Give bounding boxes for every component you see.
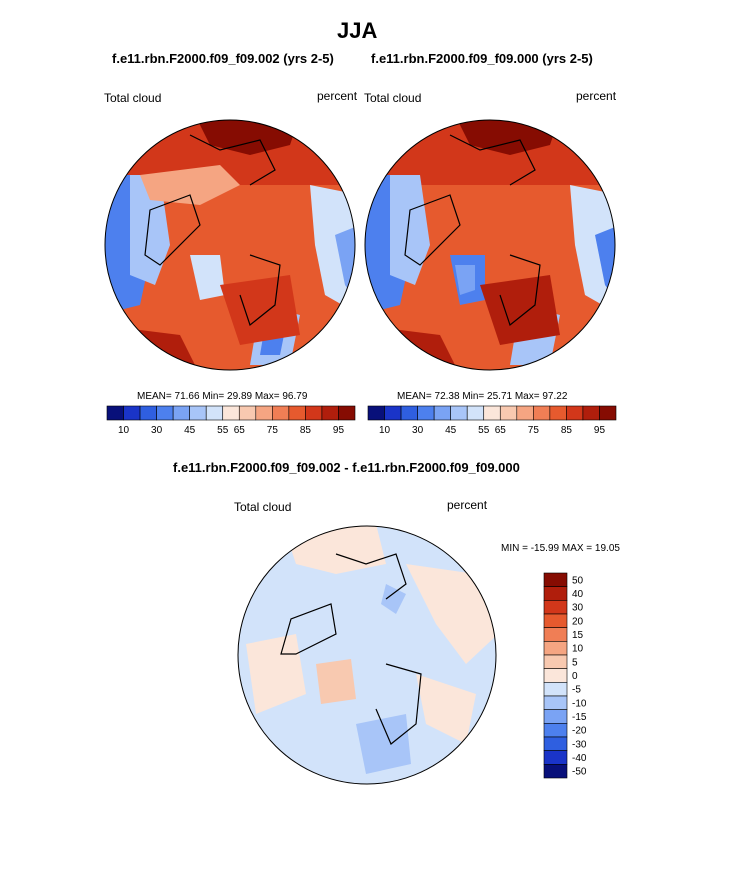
colorbar-panel-2-swatch	[533, 405, 551, 421]
colorbar-difference-tick-label: -40	[572, 753, 587, 764]
page-title: JJA	[337, 18, 378, 43]
colorbar-panel-2-swatch	[400, 405, 418, 421]
colorbar-difference-swatch	[543, 586, 568, 601]
panel-1-stats: MEAN= 71.66 Min= 29.89 Max= 96.79	[137, 391, 308, 402]
colorbar-difference-swatch	[543, 627, 568, 642]
colorbar-difference-tick-label: 50	[572, 575, 584, 586]
colorbar-difference-tick-label: 40	[572, 589, 584, 600]
colorbar-panel-1-swatch	[321, 405, 339, 421]
colorbar-difference-tick-label: 0	[572, 671, 578, 682]
colorbar-difference-swatch	[543, 668, 568, 683]
colorbar-panel-2: 10 30 45 55 65 75 85 95	[367, 405, 617, 436]
colorbar-panel-2-swatch	[384, 405, 402, 421]
colorbar-difference-tick-label: 30	[572, 603, 584, 614]
colorbar-panel-1-tick-label: 10	[118, 425, 130, 436]
colorbar-difference-swatch	[543, 764, 568, 779]
colorbar-panel-2-swatch	[466, 405, 485, 421]
colorbar-panel-1-tick-label: 45	[184, 425, 196, 436]
colorbar-panel-1-tick-label: 30	[151, 425, 163, 436]
colorbar-difference-swatch	[543, 600, 568, 615]
colorbar-panel-1-swatch	[189, 405, 207, 421]
colorbar-panel-1-swatch	[338, 405, 356, 421]
colorbar-difference-tick-label: -5	[572, 685, 581, 696]
colorbar-panel-2-swatch	[566, 405, 584, 421]
panel-1-variable: Total cloud	[104, 91, 162, 105]
colorbar-difference-tick-label: 20	[572, 616, 584, 627]
panel-2-variable: Total cloud	[364, 91, 422, 105]
map-panel-1	[104, 119, 356, 371]
map-difference	[237, 525, 497, 785]
difference-variable: Total cloud	[234, 500, 292, 514]
colorbar-panel-2-tick-label: 45	[445, 425, 457, 436]
colorbar-difference-tick-label: 10	[572, 644, 584, 655]
colorbar-difference-swatch	[543, 695, 568, 710]
colorbar-panel-2-swatch	[582, 405, 600, 421]
colorbar-panel-1-tick-label: 85	[300, 425, 312, 436]
colorbar-panel-1-tick-label: 95	[333, 425, 345, 436]
colorbar-panel-2-swatch	[599, 405, 617, 421]
colorbar-panel-1-swatch	[106, 405, 124, 421]
colorbar-panel-2-swatch	[499, 405, 518, 421]
colorbar-panel-2-tick-label: 85	[561, 425, 573, 436]
colorbar-panel-1-tick-label: 75	[267, 425, 279, 436]
difference-stats: MIN = -15.99 MAX = 19.05	[501, 543, 620, 554]
colorbar-panel-2-tick-label: 30	[412, 425, 424, 436]
colorbar-panel-1: 10 30 45 55 65 75 85 95	[106, 405, 356, 436]
panel-1-title: f.e11.rbn.F2000.f09_f09.002 (yrs 2-5)	[112, 51, 334, 66]
colorbar-panel-2-tick-label: 95	[594, 425, 606, 436]
colorbar-difference-swatch	[543, 736, 568, 751]
colorbar-panel-2-swatch	[367, 405, 385, 421]
colorbar-difference-tick-label: -15	[572, 712, 587, 723]
colorbar-panel-1-swatch	[222, 405, 240, 421]
colorbar-difference-swatch	[543, 750, 568, 765]
colorbar-difference-swatch	[543, 682, 568, 697]
colorbar-difference-swatch	[543, 572, 568, 587]
colorbar-panel-1-swatch	[172, 405, 190, 421]
colorbar-panel-2-swatch	[549, 405, 567, 421]
colorbar-difference-tick-label: -50	[572, 767, 587, 778]
colorbar-panel-1-tick-label: 55	[217, 425, 229, 436]
colorbar-difference-tick-label: 15	[572, 630, 584, 641]
panel-2-title: f.e11.rbn.F2000.f09_f09.000 (yrs 2-5)	[371, 51, 593, 66]
colorbar-panel-2-swatch	[516, 405, 534, 421]
colorbar-difference-swatch	[543, 723, 568, 738]
difference-title: f.e11.rbn.F2000.f09_f09.002 - f.e11.rbn.…	[173, 460, 520, 475]
colorbar-panel-1-swatch	[272, 405, 290, 421]
colorbar-difference-swatch	[543, 641, 568, 656]
colorbar-panel-1-swatch	[288, 405, 306, 421]
colorbar-panel-1-swatch	[139, 405, 157, 421]
panel-2-stats: MEAN= 72.38 Min= 25.71 Max= 97.22	[397, 391, 568, 402]
colorbar-panel-1-swatch	[305, 405, 323, 421]
colorbar-panel-2-tick-label: 75	[528, 425, 540, 436]
colorbar-panel-2-swatch	[417, 405, 435, 421]
colorbar-panel-1-swatch	[123, 405, 141, 421]
colorbar-panel-2-swatch	[450, 405, 468, 421]
colorbar-panel-1-tick-label: 65	[234, 425, 246, 436]
colorbar-difference-tick-label: -30	[572, 739, 587, 750]
colorbar-panel-1-swatch	[255, 405, 273, 421]
colorbar-difference-swatch	[543, 709, 568, 724]
colorbar-panel-1-swatch	[156, 405, 174, 421]
colorbar-difference-swatch	[543, 613, 568, 628]
colorbar-panel-2-swatch	[433, 405, 451, 421]
colorbar-difference-tick-label: -10	[572, 698, 587, 709]
colorbar-difference-tick-label: 5	[572, 657, 578, 668]
colorbar-difference-swatch	[543, 654, 568, 669]
panel-1-units: percent	[317, 89, 358, 103]
map-panel-2	[364, 119, 616, 371]
panel-2-units: percent	[576, 89, 617, 103]
colorbar-panel-2-tick-label: 55	[478, 425, 490, 436]
colorbar-panel-2-swatch	[483, 405, 501, 421]
colorbar-difference-tick-label: -20	[572, 726, 587, 737]
colorbar-panel-2-tick-label: 10	[379, 425, 391, 436]
colorbar-panel-1-swatch	[205, 405, 224, 421]
colorbar-panel-2-tick-label: 65	[495, 425, 507, 436]
colorbar-panel-1-swatch	[238, 405, 257, 421]
difference-units: percent	[447, 498, 488, 512]
